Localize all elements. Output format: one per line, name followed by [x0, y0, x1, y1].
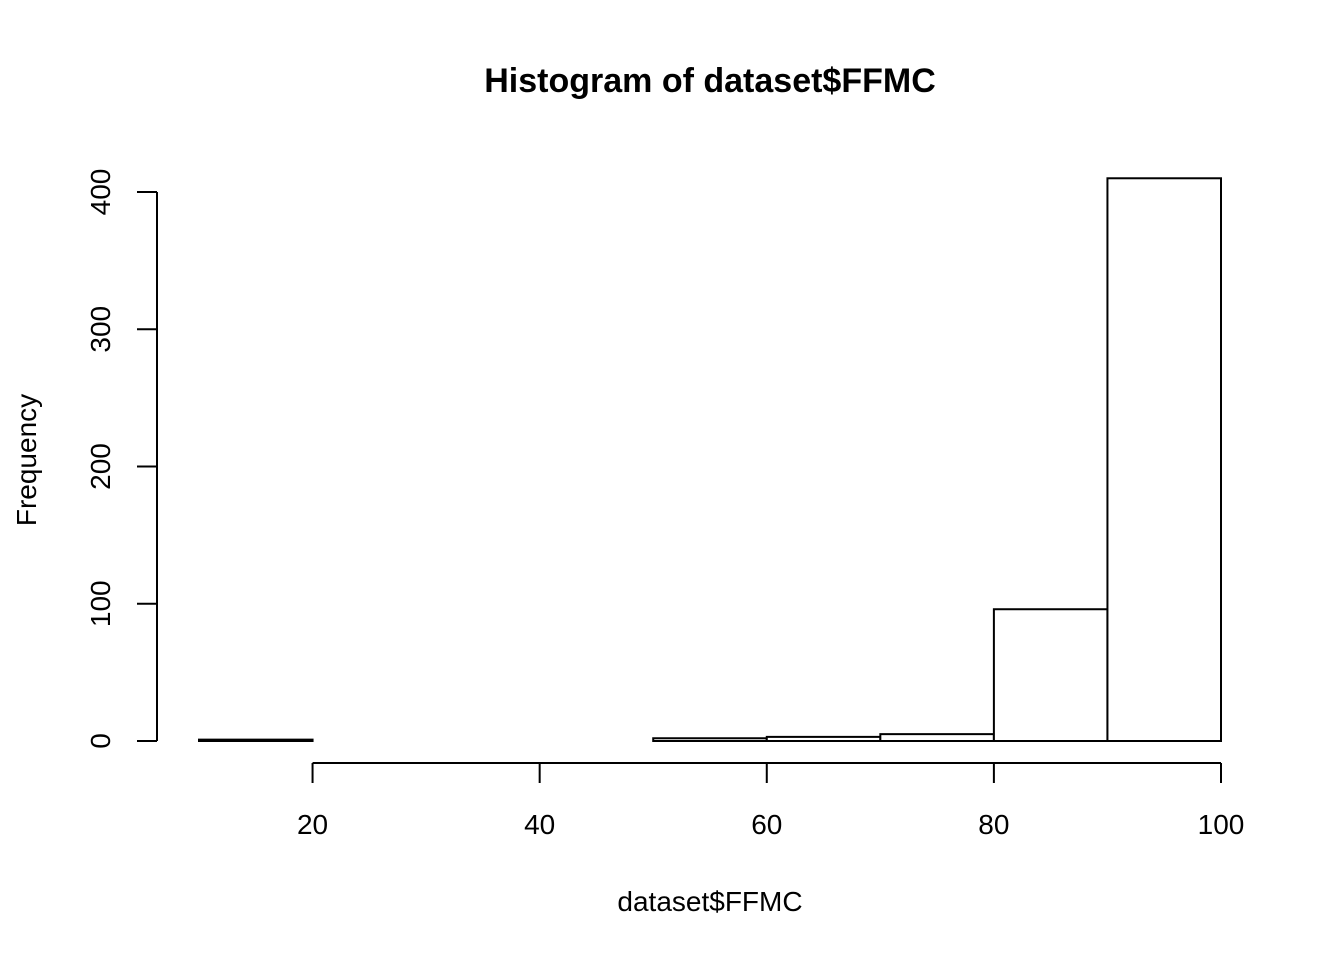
histogram-bar-4 — [652, 737, 768, 743]
y-tick-label: 200 — [85, 443, 116, 490]
x-tick-label: 100 — [1198, 809, 1245, 840]
histogram-bar-5 — [765, 735, 882, 743]
y-axis-label: Frequency — [11, 394, 42, 526]
x-tick-label: 20 — [297, 809, 328, 840]
x-axis-label: dataset$FFMC — [617, 886, 802, 917]
x-tick-label: 80 — [978, 809, 1009, 840]
chart-title: Histogram of dataset$FFMC — [484, 62, 936, 100]
histogram-bar-0 — [198, 738, 314, 743]
x-tick-label: 40 — [524, 809, 555, 840]
histogram-bar-7 — [992, 608, 1109, 742]
y-tick-label: 400 — [85, 169, 116, 216]
bars-group — [198, 177, 1223, 743]
histogram-bar-6 — [879, 733, 995, 743]
y-tick-label: 100 — [85, 580, 116, 627]
x-tick-label: 60 — [751, 809, 782, 840]
y-axis: 0 100 200 300 400 — [85, 169, 158, 749]
y-tick-label: 0 — [85, 733, 116, 749]
x-axis: 20 40 60 80 100 — [297, 762, 1245, 840]
histogram-bar-8 — [1106, 177, 1223, 742]
y-tick-label: 300 — [85, 306, 116, 353]
